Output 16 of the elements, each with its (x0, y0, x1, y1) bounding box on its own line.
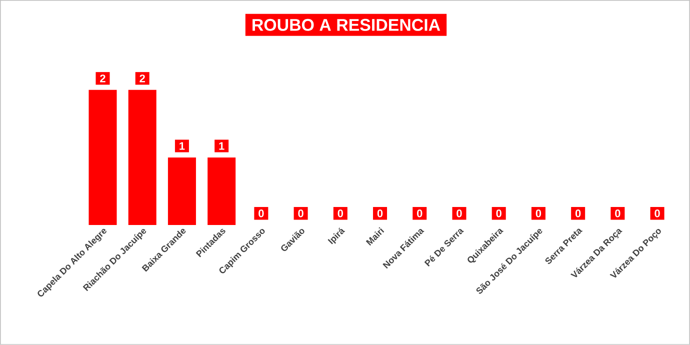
chart-title: ROUBO A RESIDENCIA (252, 18, 440, 31)
data-label: 0 (536, 210, 542, 218)
data-label: 0 (615, 210, 620, 218)
data-label: 0 (338, 210, 343, 218)
data-label: 1 (180, 142, 185, 150)
data-label: 2 (140, 74, 145, 82)
data-label: 0 (496, 210, 502, 218)
data-label: 0 (377, 210, 383, 218)
data-label: 0 (575, 210, 581, 218)
data-label: 0 (417, 210, 422, 218)
data-label: 2 (100, 74, 106, 82)
data-label: 0 (298, 210, 304, 218)
data-label: 1 (219, 142, 224, 150)
data-label: 0 (258, 210, 264, 218)
data-label: 0 (654, 210, 660, 218)
data-label: 0 (456, 210, 462, 218)
